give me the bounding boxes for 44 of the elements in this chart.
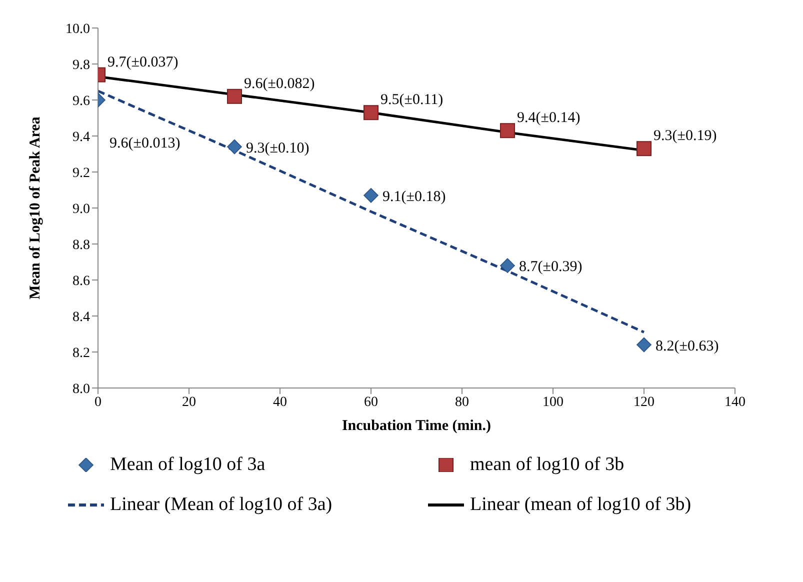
- x-axis-title: Incubation Time (min.): [342, 418, 492, 434]
- legend-label: mean of log10 of 3b: [470, 454, 624, 476]
- x-tick-label: 40: [273, 394, 287, 410]
- point: [364, 188, 378, 203]
- x-tick-label: 100: [542, 394, 564, 410]
- line-series: [96, 90, 646, 334]
- data-label: 9.6(±0.082): [244, 76, 315, 92]
- data-label: 9.3(±0.10): [246, 140, 310, 156]
- x-tick-label: 20: [182, 394, 196, 410]
- point: [500, 123, 515, 138]
- y-tick-label: 9.8: [72, 58, 90, 73]
- x-tick-label: 0: [94, 394, 102, 410]
- y-tick-label: 9.2: [72, 166, 90, 181]
- y-tick-label: 8.8: [72, 238, 90, 253]
- x-tick-label: 60: [364, 394, 378, 410]
- x-tick-label: 140: [724, 394, 746, 410]
- y-tick-label: 9.6: [72, 94, 90, 109]
- y-tick-label: 8.0: [72, 382, 90, 397]
- y-tick-label: 10.0: [66, 22, 90, 37]
- point: [364, 105, 378, 120]
- data-label: 9.6(±0.013): [109, 135, 180, 152]
- y-tick-label: 9.4: [72, 130, 90, 145]
- y-tick-label: 8.2: [72, 346, 90, 361]
- data-label: 8.2(±0.63): [655, 338, 719, 354]
- x-tick-label: 80: [455, 394, 469, 410]
- y-tick-label: 8.4: [72, 310, 90, 325]
- legend-label: Mean of log10 of 3a: [110, 454, 266, 476]
- point: [227, 88, 242, 104]
- y-axis-title: Mean of Log10 of Peak Area: [27, 116, 44, 300]
- data-label: 8.7(±0.39): [518, 259, 582, 276]
- legend-label: Linear (Mean of log10 of 3a): [110, 494, 332, 516]
- data-label: 9.1(±0.18): [382, 188, 446, 205]
- point: [636, 337, 652, 352]
- x-tick-label: 120: [634, 394, 654, 410]
- point: [500, 258, 515, 273]
- data-label: 9.7(±0.037): [107, 54, 178, 70]
- data-label: 9.4(±0.14): [516, 110, 580, 126]
- point: [636, 141, 652, 156]
- y-tick-label: 8.6: [72, 274, 90, 289]
- point: [227, 139, 242, 154]
- legend-label: Linear (mean of log10 of 3b): [470, 494, 692, 516]
- data-label: 9.3(±0.19): [653, 128, 717, 144]
- y-tick-label: 9.0: [72, 202, 90, 217]
- data-label: 9.5(±0.11): [380, 92, 444, 108]
